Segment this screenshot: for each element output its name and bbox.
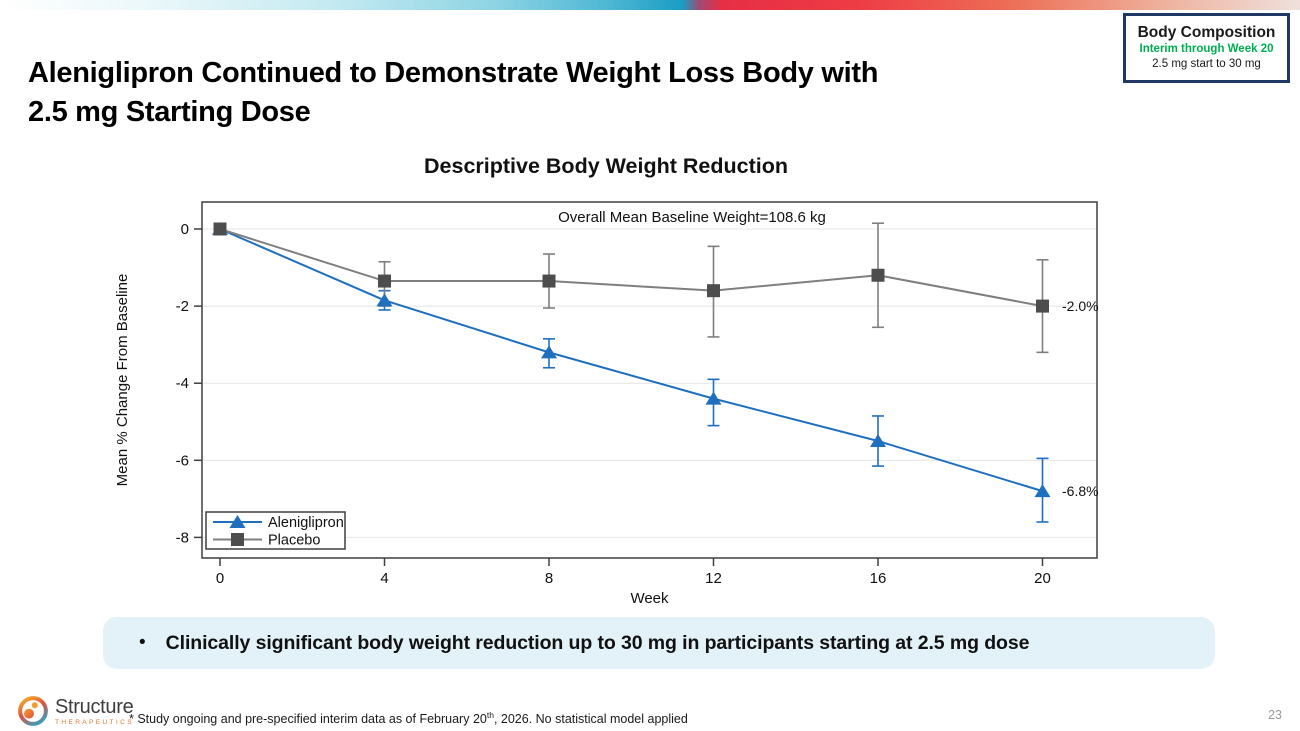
data-point-marker (871, 268, 885, 282)
x-tick-label: 4 (380, 570, 388, 587)
data-point-marker (1034, 484, 1051, 498)
company-logo: Structure THERAPEUTICS (17, 695, 134, 727)
y-axis-title: Mean % Change From Baseline (114, 274, 131, 487)
chart-title: Descriptive Body Weight Reduction (424, 154, 788, 178)
badge-title: Body Composition (1137, 24, 1276, 41)
data-point-marker (376, 293, 393, 307)
logo-name: Structure (55, 695, 134, 718)
y-tick-label: -8 (176, 529, 189, 546)
page-number: 23 (1268, 708, 1282, 722)
legend-label: Placebo (268, 533, 320, 549)
key-takeaway-box: • Clinically significant body weight red… (103, 617, 1215, 669)
structure-logo-icon (18, 696, 48, 726)
chart-legend (205, 511, 346, 550)
bullet-marker: • (139, 632, 146, 653)
x-tick-label: 20 (1034, 570, 1051, 587)
series-line-placebo (219, 228, 1043, 308)
footnote-superscript: th (486, 710, 494, 720)
logo-subname: THERAPEUTICS (55, 718, 135, 726)
weight-chart: Descriptive Body Weight Reduction 0 -2 -4 -6… (114, 154, 1099, 607)
baseline-weight-annotation: Overall Mean Baseline Weight=108.6 kg (558, 209, 826, 226)
footnote-suffix: , 2026. No statistical model applied (493, 712, 688, 727)
body-composition-badge: Body Composition Interim through Week 20… (1123, 13, 1290, 83)
data-point-marker (707, 284, 720, 298)
legend-label: Aleniglipron (268, 515, 344, 531)
footnote: * Study ongoing and pre-specified interi… (129, 710, 688, 726)
data-point-marker (213, 222, 227, 236)
y-tick-label: 0 (181, 221, 189, 238)
top-gradient-bar (0, 0, 1300, 10)
x-axis-title: Week (630, 590, 669, 607)
y-tick-label: -6 (176, 452, 189, 469)
slide-title-line1: Aleniglipron Continued to Demonstrate We… (28, 57, 879, 89)
data-point-marker (1036, 299, 1049, 313)
series-line-aleniglipron (219, 228, 1043, 493)
x-tick-label: 8 (545, 570, 553, 587)
series-markers-placebo (213, 222, 1049, 313)
footnote-prefix: * Study ongoing and pre-specified interi… (129, 712, 487, 727)
series-end-label: -2.0% (1062, 298, 1099, 314)
data-point-marker (541, 345, 557, 359)
data-point-marker (705, 391, 722, 405)
data-point-marker (378, 274, 391, 288)
x-tick-label: 12 (705, 570, 722, 587)
x-tick-label: 0 (216, 570, 224, 587)
key-takeaway-text: Clinically significant body weight reduc… (165, 631, 1030, 654)
badge-detail: 2.5 mg start to 30 mg (1152, 58, 1261, 70)
series-markers-aleniglipron (212, 222, 1051, 498)
badge-subtitle: Interim through Week 20 (1139, 43, 1274, 55)
series-end-label: -6.8% (1062, 483, 1099, 499)
data-point-marker (231, 533, 244, 546)
data-point-marker (229, 515, 246, 528)
data-point-marker (542, 274, 556, 288)
y-tick-label: -2 (176, 298, 189, 315)
legend-box (205, 511, 346, 550)
slide-title-line2: 2.5 mg Starting Dose (28, 96, 311, 128)
y-tick-label: -4 (176, 375, 189, 392)
slide-title: Aleniglipron Continued to Demonstrate We… (28, 54, 1088, 132)
data-point-marker (870, 434, 886, 448)
x-tick-label: 16 (870, 570, 887, 587)
